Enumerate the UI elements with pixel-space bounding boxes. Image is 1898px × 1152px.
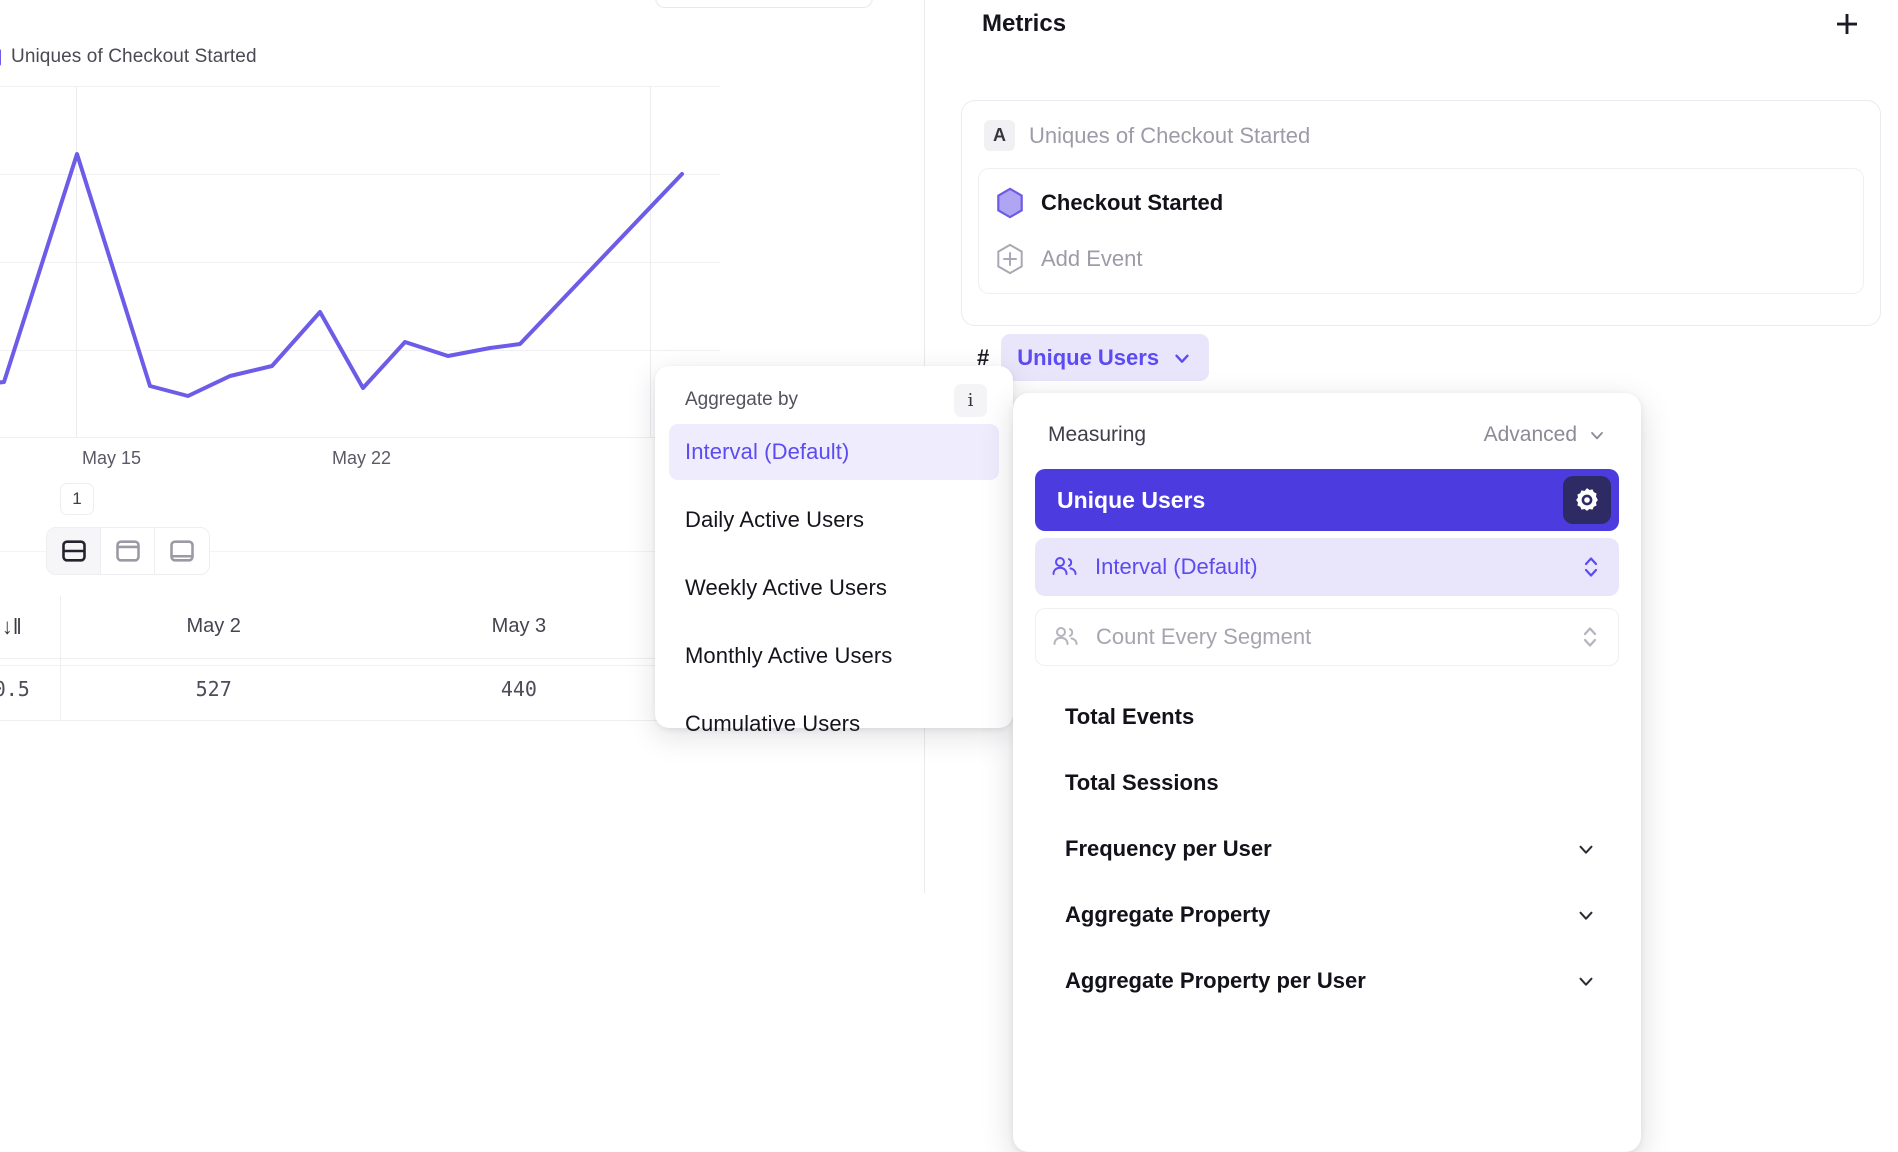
x-tick-label: May 22: [332, 448, 392, 468]
info-icon[interactable]: i: [954, 383, 987, 417]
users-icon: [1052, 557, 1077, 575]
table-cell: 527: [60, 658, 367, 721]
measuring-subrow-count-every-segment[interactable]: Count Every Segment: [1035, 608, 1619, 666]
plus-icon: [1837, 14, 1857, 34]
advanced-mode-label: Advanced: [1483, 423, 1577, 446]
chevron-down-icon: [1579, 845, 1593, 854]
table-row: 0.5 527 440: [0, 658, 764, 721]
aggregate-option-daily-active-users[interactable]: Daily Active Users: [685, 507, 865, 532]
aggregate-by-popover: Aggregate by i Interval (Default) Daily …: [655, 366, 1013, 736]
advanced-mode-toggle[interactable]: Advanced: [1484, 423, 1607, 447]
hash-icon: #: [977, 344, 990, 370]
top-floating-control[interactable]: [655, 0, 873, 8]
table-cell: 0.5: [0, 658, 61, 721]
chevron-down-icon: [1579, 911, 1593, 920]
column-header[interactable]: May 2: [60, 596, 367, 659]
plus-circle-icon: [997, 243, 1023, 275]
split-view-icon: [61, 540, 86, 562]
chevron-down-icon: [1591, 432, 1603, 440]
aggregate-option-monthly-active-users[interactable]: Monthly Active Users: [685, 643, 893, 668]
measuring-option-total-sessions[interactable]: Total Sessions: [1035, 750, 1619, 816]
measuring-option-label: Total Events: [1065, 704, 1195, 729]
chart-gridlines-vertical: [76, 86, 651, 438]
unique-users-chip-label: Unique Users: [1017, 344, 1160, 370]
users-icon: [1053, 627, 1078, 645]
measuring-option-label: Aggregate Property: [1065, 902, 1271, 927]
table-cell: 440: [366, 658, 671, 721]
aggregate-option-cumulative-users[interactable]: Cumulative Users: [685, 711, 861, 736]
chart-x-axis: May 15 May 22: [0, 448, 760, 478]
measuring-option-unique-users[interactable]: Unique Users: [1035, 469, 1619, 531]
line-chart: [0, 86, 720, 438]
hexagon-icon: [997, 187, 1023, 219]
measuring-option-label: Total Sessions: [1065, 770, 1219, 795]
measuring-header: Measuring Advanced: [1013, 415, 1641, 455]
events-list: Checkout Started Add Event: [978, 168, 1864, 294]
divider: [0, 551, 760, 552]
table-only-view-button[interactable]: [155, 528, 209, 574]
measuring-options-list: Unique Users Interval (Defaul: [1013, 469, 1641, 1014]
metrics-header: Metrics: [982, 0, 1862, 48]
measuring-option-aggregate-property-per-user[interactable]: Aggregate Property per User: [1035, 948, 1619, 1014]
add-metric-button[interactable]: [1832, 9, 1862, 39]
measuring-option-total-events[interactable]: Total Events: [1035, 684, 1619, 750]
unique-users-settings-button[interactable]: [1563, 476, 1611, 524]
line-chart-svg: [0, 86, 720, 438]
measuring-option-label: Frequency per User: [1065, 836, 1272, 861]
gear-icon: [1576, 488, 1598, 511]
add-event-label: Add Event: [1041, 246, 1143, 271]
aggregate-by-title: Aggregate by: [685, 389, 799, 410]
column-header[interactable]: May 3: [366, 596, 671, 659]
metric-card-title[interactable]: Uniques of Checkout Started: [1029, 122, 1311, 148]
unique-users-dropdown-chip[interactable]: Unique Users: [1001, 334, 1210, 381]
metric-card: A Uniques of Checkout Started Checkout S…: [961, 100, 1881, 326]
measuring-option-frequency-per-user[interactable]: Frequency per User: [1035, 816, 1619, 882]
add-event-row[interactable]: Add Event: [979, 231, 1863, 287]
metric-card-header: A Uniques of Checkout Started: [962, 101, 1880, 151]
measuring-option-aggregate-property[interactable]: Aggregate Property: [1035, 882, 1619, 948]
measuring-popover: Measuring Advanced Unique Users: [1013, 393, 1641, 1152]
measuring-title: Measuring: [1048, 423, 1147, 446]
sort-icon: ↓‖: [1, 613, 22, 639]
sort-column-header[interactable]: ↓‖: [0, 596, 61, 659]
chevron-updown-icon: [1583, 627, 1597, 647]
measuring-subrow-interval-default[interactable]: Interval (Default): [1035, 538, 1619, 596]
measuring-subrow-label: Count Every Segment: [1096, 624, 1312, 649]
table-header-row: ↓‖ May 2 May 3 M: [0, 596, 764, 659]
page-number-chip[interactable]: 1: [60, 483, 94, 515]
data-table: ↓‖ May 2 May 3 M 0.5 527 440: [0, 596, 764, 721]
page-title: Metrics: [982, 10, 1067, 37]
metric-letter-badge: A: [984, 120, 1015, 151]
measuring-primary-label: Unique Users: [1057, 486, 1206, 513]
chart-legend: Uniques of Checkout Started: [0, 46, 257, 68]
chevron-down-icon: [1579, 977, 1593, 986]
table-only-view-icon: [170, 540, 194, 562]
aggregate-by-list: Interval (Default) Daily Active Users We…: [655, 424, 1013, 752]
chart-only-view-icon: [115, 540, 140, 562]
aggregate-by-header: Aggregate by i: [655, 382, 1013, 418]
event-name: Checkout Started: [1041, 190, 1224, 215]
aggregate-option-interval-default[interactable]: Interval (Default): [669, 424, 999, 480]
event-row-checkout-started[interactable]: Checkout Started: [979, 175, 1863, 231]
x-tick-label: May 15: [82, 448, 142, 468]
chevron-down-icon: [1175, 354, 1189, 363]
split-view-button[interactable]: [47, 528, 101, 574]
measuring-option-label: Aggregate Property per User: [1065, 968, 1366, 993]
aggregate-option-weekly-active-users[interactable]: Weekly Active Users: [685, 575, 887, 600]
chevron-updown-icon: [1584, 557, 1598, 577]
chart-series-line: [0, 152, 684, 398]
chart-only-view-button[interactable]: [101, 528, 155, 574]
measuring-subrow-label: Interval (Default): [1095, 554, 1258, 579]
layout-view-toggle-group[interactable]: [46, 527, 210, 575]
legend-label: Uniques of Checkout Started: [11, 46, 257, 67]
unique-users-chip-group: # Unique Users: [977, 334, 1210, 381]
legend-color-swatch: [0, 48, 1, 66]
